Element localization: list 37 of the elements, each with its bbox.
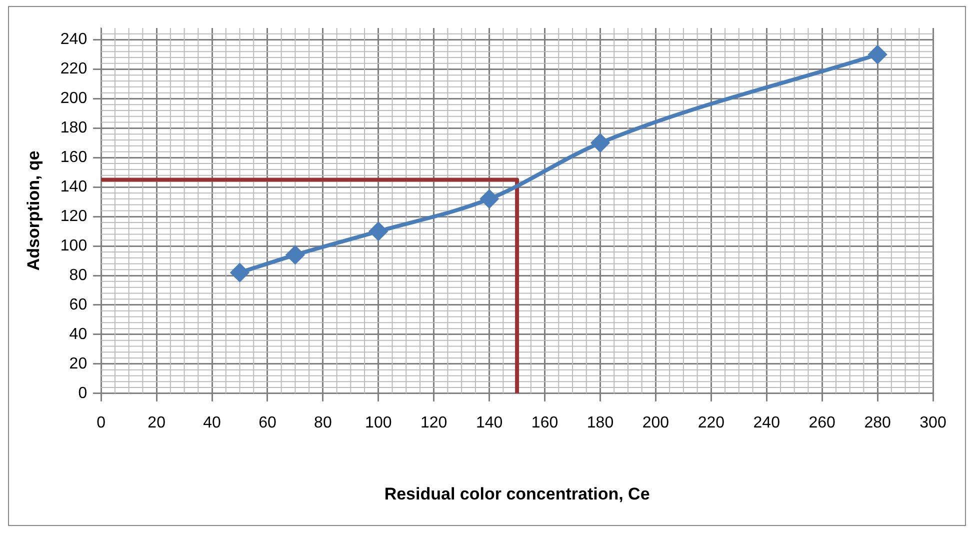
point — [230, 264, 249, 282]
y-tick-label: 20 — [69, 355, 88, 372]
x-tick-label: 260 — [808, 414, 836, 432]
point — [591, 134, 610, 152]
x-tick-label: 200 — [642, 414, 670, 432]
y-tick-label: 180 — [60, 120, 88, 137]
x-axis-title: Residual color concentration, Ce — [384, 484, 650, 504]
y-tick-label: 120 — [60, 208, 88, 225]
x-tick-label: 60 — [258, 414, 276, 432]
y-tick-label: 220 — [60, 60, 88, 78]
y-tick-label: 200 — [60, 90, 88, 108]
y-tick-label: 80 — [69, 266, 88, 284]
y-tick-label: 0 — [78, 384, 88, 402]
y-tick-label: 100 — [60, 237, 88, 254]
x-tick-label: 180 — [586, 414, 614, 432]
x-tick-label: 20 — [148, 414, 166, 432]
y-tick-label: 60 — [69, 296, 88, 314]
y-axis-title: Adsorption, qe — [24, 150, 43, 271]
y-tick-label: 40 — [69, 326, 88, 343]
x-tick-label: 0 — [96, 414, 106, 432]
x-tick-label: 100 — [365, 414, 392, 432]
x-tick-label: 120 — [420, 414, 448, 432]
x-tick-label: 80 — [314, 414, 332, 432]
x-tick-label: 40 — [203, 414, 222, 432]
x-tick-label: 160 — [531, 414, 558, 432]
point — [369, 222, 388, 240]
x-tick-label: 140 — [476, 414, 503, 432]
x-tick-label: 300 — [920, 414, 946, 432]
y-tick-label: 140 — [60, 178, 88, 196]
y-tick-label: 240 — [60, 31, 88, 48]
x-tick-label: 280 — [864, 414, 891, 432]
point — [480, 190, 498, 208]
y-tick-label: 160 — [60, 149, 88, 166]
x-tick-label: 220 — [698, 414, 725, 432]
x-tick-label: 240 — [753, 414, 780, 432]
point — [286, 246, 304, 264]
point — [868, 46, 887, 64]
